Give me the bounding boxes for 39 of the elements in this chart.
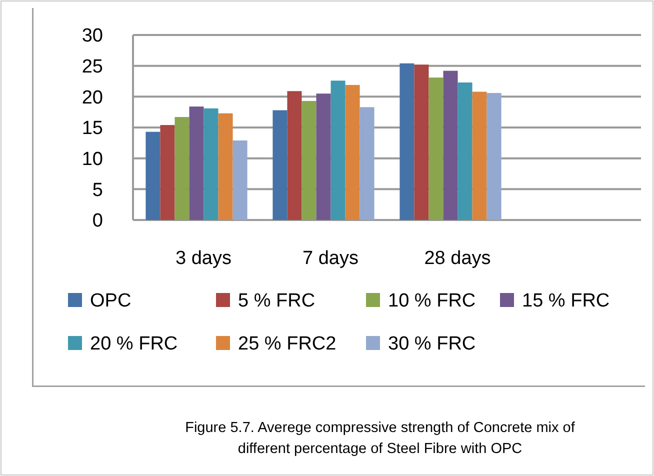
- bar: [486, 92, 502, 220]
- bar: [458, 82, 472, 220]
- caption: Figure 5.7. Averege compressive strength of Concrete mix of different percentage of Steel Fibre with OPC: [185, 420, 576, 457]
- bar: [272, 110, 288, 220]
- x-tick-label: 7 days: [302, 248, 358, 269]
- bar: [330, 80, 346, 220]
- y-tick-label: 30: [82, 26, 103, 47]
- bar: [174, 117, 190, 220]
- legend-label: 20 % FRC: [90, 334, 178, 355]
- y-tick-label: 25: [82, 56, 103, 78]
- legend-label: 30 % FRC: [388, 334, 476, 355]
- bar: [472, 92, 487, 220]
- x-tick-label: 3 days: [176, 248, 232, 269]
- bar: [232, 140, 248, 220]
- bar: [428, 78, 444, 220]
- bar: [360, 107, 374, 220]
- y-tick-label: 5: [92, 180, 103, 201]
- bar: [160, 125, 175, 220]
- bar: [414, 64, 429, 220]
- y-tick-label: 20: [82, 87, 103, 108]
- legend-label: 25 % FRC2: [238, 334, 336, 355]
- legend-label: OPC: [90, 290, 132, 312]
- bar: [146, 132, 160, 220]
- bar: [218, 113, 233, 220]
- y-tick-label: 10: [82, 148, 103, 170]
- bar: [204, 108, 218, 220]
- y-tick-label: 0: [92, 210, 103, 232]
- y-tick-label: 15: [82, 118, 103, 140]
- bar: [345, 84, 360, 220]
- legend-label: 5 % FRC: [238, 290, 316, 312]
- bar: [287, 91, 302, 220]
- legend-label: 15 % FRC: [522, 290, 610, 312]
- bar: [400, 63, 414, 220]
- bar: [316, 94, 331, 220]
- bar: [302, 100, 316, 220]
- bar: [189, 106, 204, 220]
- bar: [443, 70, 458, 220]
- x-tick-label: 28 days: [424, 248, 491, 269]
- legend-label: 10 % FRC: [388, 290, 476, 312]
